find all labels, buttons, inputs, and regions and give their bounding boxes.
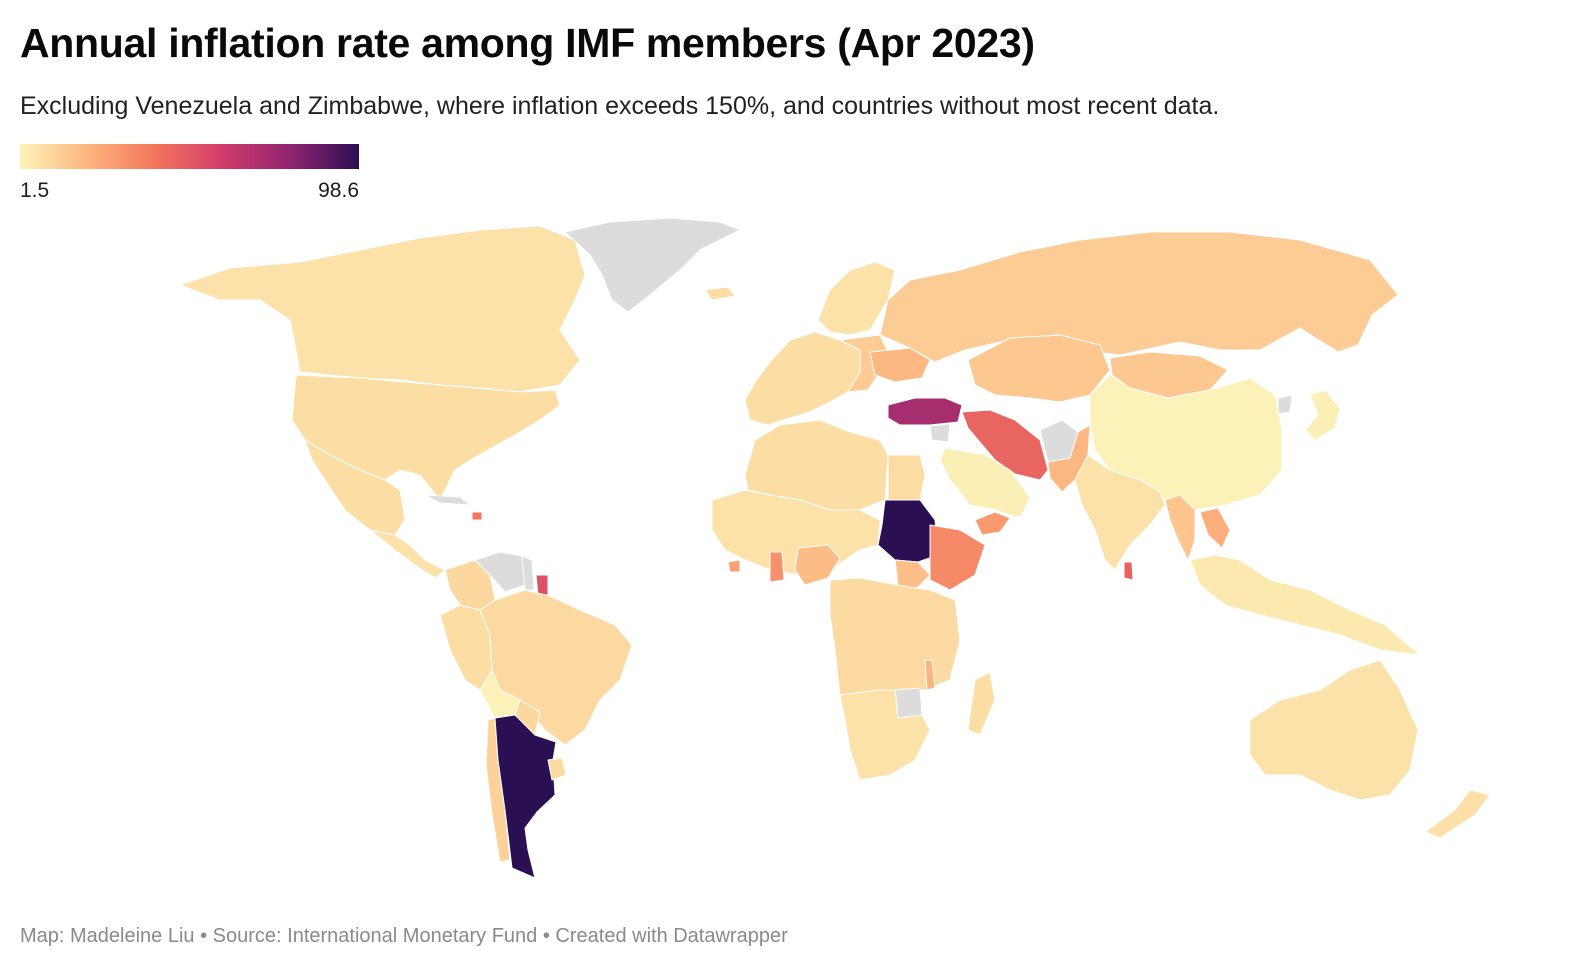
region-north-korea[interactable] xyxy=(1277,394,1293,415)
color-legend: 1.5 98.6 xyxy=(20,144,359,205)
region-nigeria[interactable] xyxy=(794,544,841,586)
region-canada[interactable] xyxy=(179,225,586,393)
world-map xyxy=(179,217,1491,883)
region-argentina[interactable] xyxy=(494,714,557,883)
region-west-africa[interactable] xyxy=(711,489,881,576)
region-zimbabwe[interactable] xyxy=(894,687,923,719)
region-eastern-europe[interactable] xyxy=(839,334,889,393)
legend-min-label: 1.5 xyxy=(20,179,50,202)
chart-subtitle: Excluding Venezuela and Zimbabwe, where … xyxy=(20,92,1220,120)
region-cuba[interactable] xyxy=(424,494,471,506)
region-central-america[interactable] xyxy=(369,529,446,579)
region-greenland[interactable] xyxy=(564,217,741,313)
region-central-asia[interactable] xyxy=(967,334,1111,403)
region-uruguay[interactable] xyxy=(547,757,567,781)
region-guyana[interactable] xyxy=(521,555,535,591)
region-southern-africa[interactable] xyxy=(839,689,931,781)
source-credit: Map: Madeleine Liu • Source: Internation… xyxy=(20,925,788,947)
region-ghana[interactable] xyxy=(769,551,785,583)
region-madagascar[interactable] xyxy=(967,671,996,736)
region-china[interactable] xyxy=(1089,374,1283,511)
region-myanmar[interactable] xyxy=(1164,494,1196,561)
region-southeast-asia[interactable] xyxy=(1189,554,1421,656)
region-south-sudan[interactable] xyxy=(894,559,931,591)
region-egypt[interactable] xyxy=(887,454,926,501)
region-suriname[interactable] xyxy=(535,574,549,597)
legend-max-label: 98.6 xyxy=(318,179,359,202)
region-yemen[interactable] xyxy=(974,511,1011,536)
region-central-africa[interactable] xyxy=(829,577,961,696)
region-india[interactable] xyxy=(1074,454,1166,571)
region-haiti[interactable] xyxy=(471,511,483,521)
region-laos[interactable] xyxy=(1199,507,1231,549)
region-sri-lanka[interactable] xyxy=(1123,561,1134,581)
region-australia[interactable] xyxy=(1249,659,1419,801)
region-mexico[interactable] xyxy=(304,439,406,536)
region-japan[interactable] xyxy=(1304,389,1341,441)
region-western-europe[interactable] xyxy=(744,331,861,426)
legend-gradient-bar xyxy=(20,144,359,169)
region-malawi[interactable] xyxy=(924,659,936,691)
region-syria[interactable] xyxy=(929,423,951,443)
region-iceland[interactable] xyxy=(704,286,736,301)
region-sudan[interactable] xyxy=(877,499,939,563)
region-new-zealand[interactable] xyxy=(1424,789,1491,839)
region-scandinavia[interactable] xyxy=(817,261,896,336)
region-turkey[interactable] xyxy=(887,397,963,426)
region-sierra-leone[interactable] xyxy=(727,559,741,573)
region-saudi-arabia[interactable] xyxy=(939,447,1031,519)
chart-title: Annual inflation rate among IMF members … xyxy=(20,20,1035,66)
region-russia[interactable] xyxy=(879,231,1399,363)
region-ethiopia[interactable] xyxy=(929,524,986,591)
region-iran[interactable] xyxy=(961,409,1049,481)
